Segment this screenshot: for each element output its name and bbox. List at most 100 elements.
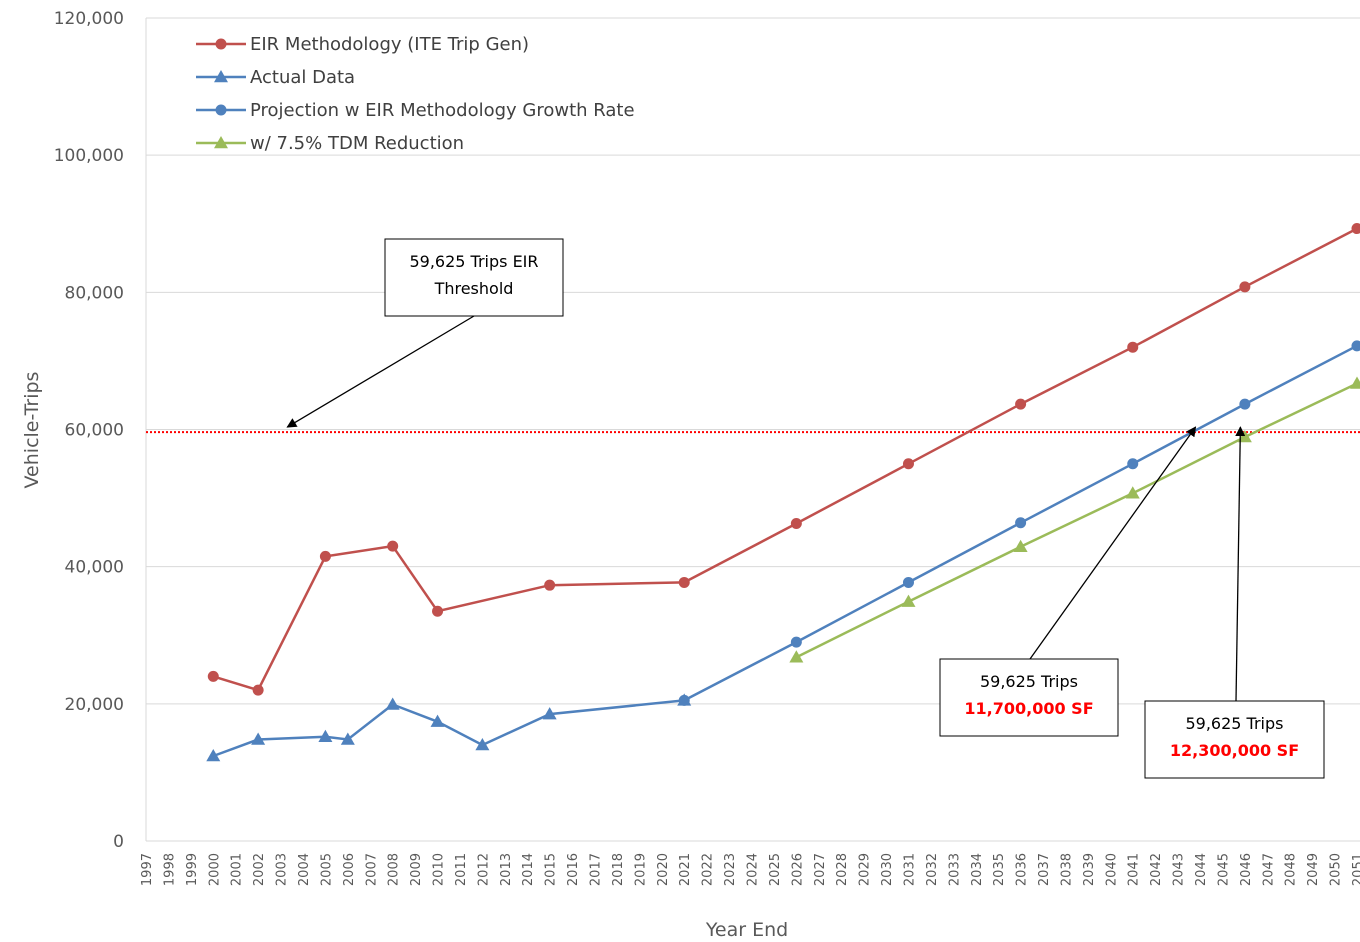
data-point <box>1350 376 1360 389</box>
x-tick-label: 2007 <box>364 853 379 886</box>
data-point <box>544 579 556 591</box>
data-point <box>214 70 228 83</box>
legend-label: EIR Methodology (ITE Trip Gen) <box>250 34 529 55</box>
data-point <box>206 748 221 762</box>
y-tick-label: 100,000 <box>54 146 124 166</box>
x-tick-label: 2016 <box>566 853 581 886</box>
series <box>789 376 1360 663</box>
callout-text-red: 11,700,000 SF <box>964 699 1093 718</box>
x-tick-label: 2045 <box>1216 853 1231 886</box>
x-tick-label: 2044 <box>1194 853 1209 886</box>
callout-box <box>384 238 564 317</box>
callout-text: 59,625 Trips <box>1185 714 1283 733</box>
data-point <box>1015 398 1027 410</box>
y-tick-label: 120,000 <box>54 9 124 29</box>
x-tick-label: 2009 <box>409 853 424 886</box>
x-tick-label: 2048 <box>1284 853 1299 886</box>
data-point <box>1127 341 1139 353</box>
data-point <box>215 38 227 50</box>
data-point <box>252 684 264 696</box>
x-tick-label: 2033 <box>947 853 962 886</box>
data-point <box>430 714 445 727</box>
data-point <box>432 605 444 617</box>
data-point <box>207 670 219 682</box>
callout-eir: 59,625 Trips EIR Threshold <box>286 238 564 428</box>
x-tick-label: 2030 <box>880 853 895 886</box>
data-point <box>790 636 802 648</box>
y-axis: 0 20,000 40,000 60,000 80,000 100,000 120,000 <box>54 9 147 852</box>
series <box>678 340 1360 706</box>
legend-label: Projection w EIR Methodology Growth Rate <box>250 100 635 121</box>
data-point <box>215 104 227 116</box>
callout-arrow <box>286 315 475 428</box>
x-tick-label: 2039 <box>1082 853 1097 886</box>
series-layer <box>206 223 1360 762</box>
data-point <box>1015 517 1027 529</box>
x-tick-label: 2002 <box>252 853 267 886</box>
x-tick-label: 2017 <box>589 853 604 886</box>
callout-sf2: 59,625 Trips 12,300,000 SF <box>1144 426 1325 779</box>
data-point <box>319 550 331 562</box>
callout-arrow <box>1235 426 1246 702</box>
x-tick-label: 2006 <box>342 853 357 886</box>
x-tick-label: 2020 <box>656 853 671 886</box>
callout-text-red: 12,300,000 SF <box>1170 741 1299 760</box>
x-tick-label: 2024 <box>746 853 761 886</box>
x-tick-label: 2050 <box>1329 853 1344 886</box>
x-tick-label: 2037 <box>1037 853 1052 886</box>
x-tick-label: 2042 <box>1149 853 1164 886</box>
x-tick-label: 2041 <box>1127 853 1142 886</box>
x-tick-label: 2028 <box>835 853 850 886</box>
x-tick-label: 2038 <box>1059 853 1074 886</box>
y-tick-label: 20,000 <box>65 695 124 715</box>
x-tick-label: 2019 <box>633 853 648 886</box>
data-point <box>1237 430 1252 443</box>
x-tick-label: 2046 <box>1239 853 1254 886</box>
x-tick-label: 2003 <box>275 853 290 886</box>
callout-text: 59,625 Trips <box>980 672 1078 691</box>
annotations: 59,625 Trips EIR Threshold 59,625 Trips 11,… <box>286 238 1325 779</box>
data-point <box>475 737 490 751</box>
data-point <box>678 694 690 706</box>
callout-box <box>1144 700 1325 779</box>
x-tick-label: 2014 <box>521 853 536 886</box>
data-point <box>678 576 690 588</box>
data-point <box>1125 486 1140 499</box>
callout-text: Threshold <box>434 279 514 298</box>
data-point <box>214 136 228 149</box>
x-tick-label: 2049 <box>1306 853 1321 886</box>
x-tick-label: 2027 <box>813 853 828 886</box>
legend-label: w/ 7.5% TDM Reduction <box>250 133 464 154</box>
callout-sf1: 59,625 Trips 11,700,000 SF <box>939 426 1197 737</box>
x-tick-label: 2025 <box>768 853 783 886</box>
y-tick-label: 80,000 <box>65 283 124 303</box>
series <box>207 223 1360 696</box>
data-point <box>789 650 804 663</box>
data-point <box>387 540 399 552</box>
data-point <box>790 517 802 529</box>
x-tick-label: 2036 <box>1015 853 1030 886</box>
x-tick-label: 2035 <box>992 853 1007 886</box>
x-tick-label: 2029 <box>858 853 873 886</box>
y-tick-label: 0 <box>113 832 124 852</box>
series-line <box>795 382 1358 659</box>
legend-label: Actual Data <box>250 67 355 88</box>
x-tick-label: 2004 <box>297 853 312 886</box>
x-tick-label: 2021 <box>678 853 693 886</box>
data-point <box>1013 539 1028 553</box>
y-tick-label: 60,000 <box>65 421 124 441</box>
x-tick-label: 2015 <box>544 853 559 886</box>
legend: EIR Methodology (ITE Trip Gen) Actual Dat… <box>196 34 635 154</box>
data-point <box>340 732 355 745</box>
x-tick-label: 2013 <box>499 853 514 886</box>
data-point <box>901 594 916 607</box>
data-point <box>902 458 914 470</box>
x-tick-label: 2018 <box>611 853 626 886</box>
x-tick-label: 2008 <box>387 853 402 886</box>
data-point <box>1351 223 1360 235</box>
x-tick-label: 2010 <box>432 853 447 886</box>
x-tick-label: 2031 <box>902 853 917 886</box>
x-tick-label: 2000 <box>207 853 222 886</box>
x-tick-label: 1998 <box>162 853 177 886</box>
